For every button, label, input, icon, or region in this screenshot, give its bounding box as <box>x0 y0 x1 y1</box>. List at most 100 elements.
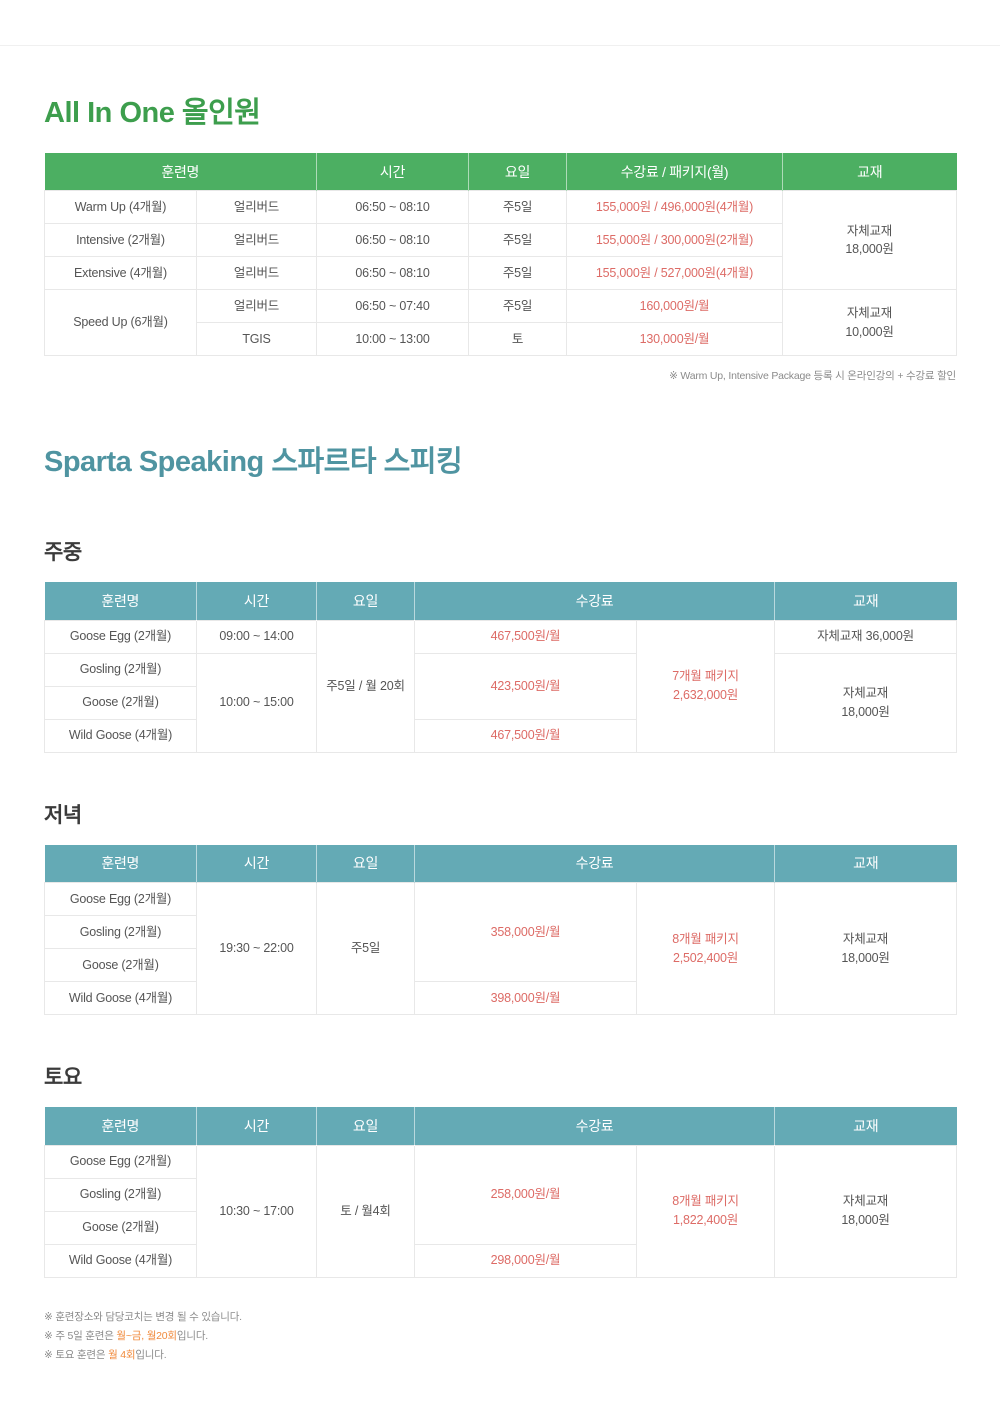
table-row: Gosling (2개월) <box>44 1177 957 1212</box>
cell-program: Wild Goose (4개월) <box>44 718 197 753</box>
cell-program: Goose Egg (2개월) <box>44 882 197 917</box>
table-header-row: 훈련명 시간 요일 수강료 교재 <box>44 582 957 621</box>
cell-time: 10:00 ~ 13:00 <box>316 322 469 357</box>
table-row: Goose Egg (2개월) 10:30 ~ 17:00 토 / 월4회 25… <box>44 1144 957 1278</box>
column-header-days: 요일 <box>468 152 567 191</box>
cell-package: 8개월 패키지 2,502,400원 <box>636 882 775 1016</box>
cell-book: 자체교재 18,000원 <box>774 1144 957 1278</box>
column-header-time: 시간 <box>196 582 317 621</box>
section-title-all-in-one: All In One 올인원 <box>44 96 956 131</box>
cell-days: 토 / 월4회 <box>316 1144 415 1278</box>
column-header-book: 교재 <box>774 844 957 883</box>
column-header-price: 수강료 / 패키지(월) <box>566 152 783 191</box>
cell-price: 130,000원/월 <box>566 322 783 357</box>
column-header-program: 훈련명 <box>44 582 197 621</box>
cell-price: 258,000원/월 <box>414 1144 637 1245</box>
cell-days: 주5일 <box>468 223 567 258</box>
cell-time: 19:30 ~ 22:00 <box>196 882 317 1016</box>
table-row: Gosling (2개월) 10:00 ~ 15:00 423,500원/월 자… <box>44 652 957 753</box>
cell-program: Goose (2개월) <box>44 685 197 720</box>
table-row: Extensive (4개월) 얼리버드 06:50 ~ 08:10 주5일 1… <box>44 256 957 291</box>
book-amount: 18,000원 <box>845 242 894 257</box>
cell-time: 06:50 ~ 08:10 <box>316 256 469 291</box>
package-amount: 2,502,400원 <box>672 950 739 965</box>
cell-program: Extensive (4개월) <box>44 256 197 291</box>
package-label: 8개월 패키지 <box>672 931 739 946</box>
cell-program: Warm Up (4개월) <box>44 190 197 225</box>
cell-book: 자체교재 18,000원 <box>774 652 957 753</box>
cell-price: 423,500원/월 <box>414 652 637 720</box>
subsection-title-weekday: 주중 <box>44 541 82 565</box>
table-header-row: 훈련명 시간 요일 수강료 교재 <box>44 1107 957 1146</box>
cell-time: 10:30 ~ 17:00 <box>196 1144 317 1278</box>
cell-price: 298,000원/월 <box>414 1243 637 1278</box>
package-label: 7개월 패키지 <box>672 669 739 684</box>
cell-price: 467,500원/월 <box>414 619 637 654</box>
cell-price: 398,000원/월 <box>414 981 637 1016</box>
cell-program: Gosling (2개월) <box>44 652 197 687</box>
subsection-title-evening: 저녁 <box>44 803 82 827</box>
footnote-3-highlight: 월 4회 <box>108 1349 136 1362</box>
column-header-days: 요일 <box>316 582 415 621</box>
book-amount: 18,000원 <box>841 1213 890 1228</box>
cell-program: Wild Goose (4개월) <box>44 1243 197 1278</box>
table-row: Wild Goose (4개월) 398,000원/월 <box>44 981 957 1016</box>
cell-price: 155,000원 / 496,000원(4개월) <box>566 190 783 225</box>
footnote-line-2: ※ 주 5일 훈련은 월~금, 월20회입니다. <box>44 1327 956 1346</box>
cell-book: 자체교재 18,000원 <box>782 190 957 291</box>
table-all-in-one: 훈련명 시간 요일 수강료 / 패키지(월) 교재 Warm Up (4개월) … <box>44 152 957 357</box>
cell-time: 10:00 ~ 15:00 <box>196 652 317 753</box>
page-content: All In One 올인원 훈련명 시간 요일 수강료 / 패키지(월) 교재… <box>44 96 957 1366</box>
cell-program: Intensive (2개월) <box>44 223 197 258</box>
column-header-time: 시간 <box>316 152 469 191</box>
table-row: Goose Egg (2개월) 19:30 ~ 22:00 주5일 358,00… <box>44 882 957 1016</box>
cell-time: 09:00 ~ 14:00 <box>196 619 317 654</box>
section-title-all-in-one-ko: 올인원 <box>181 97 261 129</box>
cell-days: 주5일 <box>316 882 415 1016</box>
cell-track: 얼리버드 <box>196 190 317 225</box>
cell-book: 자체교재 36,000원 <box>774 619 957 654</box>
table-row: TGIS 10:00 ~ 13:00 토 130,000원/월 <box>45 322 957 357</box>
subsection-title-saturday: 토요 <box>44 1066 82 1090</box>
column-header-time: 시간 <box>196 844 317 883</box>
package-label: 8개월 패키지 <box>672 1194 739 1209</box>
table-row: Wild Goose (4개월) 467,500원/월 <box>44 718 957 753</box>
footnote-3-pre: ※ 토요 훈련은 <box>44 1349 109 1362</box>
book-amount: 10,000원 <box>845 324 894 339</box>
table-row: Warm Up (4개월) 얼리버드 06:50 ~ 08:10 주5일 155… <box>44 190 957 291</box>
cell-days: 주5일 <box>468 256 567 291</box>
table-row: Gosling (2개월) <box>44 915 957 950</box>
table-sparta-evening: 훈련명 시간 요일 수강료 교재 Goose Egg (2개월) 19:30 ~… <box>44 844 957 1016</box>
bottom-footnotes: ※ 훈련장소와 담당코치는 변경 될 수 있습니다. ※ 주 5일 훈련은 월~… <box>44 1308 956 1366</box>
table-header-row: 훈련명 시간 요일 수강료 교재 <box>44 844 957 883</box>
cell-time: 06:50 ~ 08:10 <box>316 190 469 225</box>
book-label: 자체교재 <box>842 685 889 700</box>
column-header-book: 교재 <box>782 152 957 191</box>
cell-book: 자체교재 10,000원 <box>782 289 957 357</box>
table-sparta-weekday: 훈련명 시간 요일 수강료 교재 Goose Egg (2개월) 09:00 ~… <box>44 582 957 753</box>
cell-package: 7개월 패키지 2,632,000원 <box>636 619 775 753</box>
book-label: 자체교재 <box>846 306 893 321</box>
cell-program: Goose (2개월) <box>44 1210 197 1245</box>
footnote-2-post: 입니다. <box>176 1330 209 1343</box>
table-row: Speed Up (6개월) 얼리버드 06:50 ~ 07:40 주5일 16… <box>44 289 957 357</box>
cell-program: Gosling (2개월) <box>44 1177 197 1212</box>
cell-program: Goose Egg (2개월) <box>44 1144 197 1179</box>
cell-days: 토 <box>468 322 567 357</box>
cell-program: Speed Up (6개월) <box>44 289 197 357</box>
book-label: 자체교재 <box>846 223 893 238</box>
cell-track: 얼리버드 <box>196 223 317 258</box>
column-header-price: 수강료 <box>414 582 775 621</box>
column-header-program: 훈련명 <box>44 844 197 883</box>
cell-book: 자체교재 18,000원 <box>774 882 957 1016</box>
cell-program: Goose (2개월) <box>44 948 197 983</box>
section-title-sparta-en: Sparta Speaking <box>44 446 264 479</box>
page-top-divider <box>0 45 1000 46</box>
column-header-days: 요일 <box>316 1107 415 1146</box>
table-row: Wild Goose (4개월) 298,000원/월 <box>44 1243 957 1278</box>
cell-price: 155,000원 / 300,000원(2개월) <box>566 223 783 258</box>
footnote-3-post: 입니다. <box>135 1349 167 1362</box>
cell-track: 얼리버드 <box>196 289 317 324</box>
section-title-sparta-ko: 스파르타 스피킹 <box>271 446 463 479</box>
cell-package: 8개월 패키지 1,822,400원 <box>636 1144 775 1278</box>
